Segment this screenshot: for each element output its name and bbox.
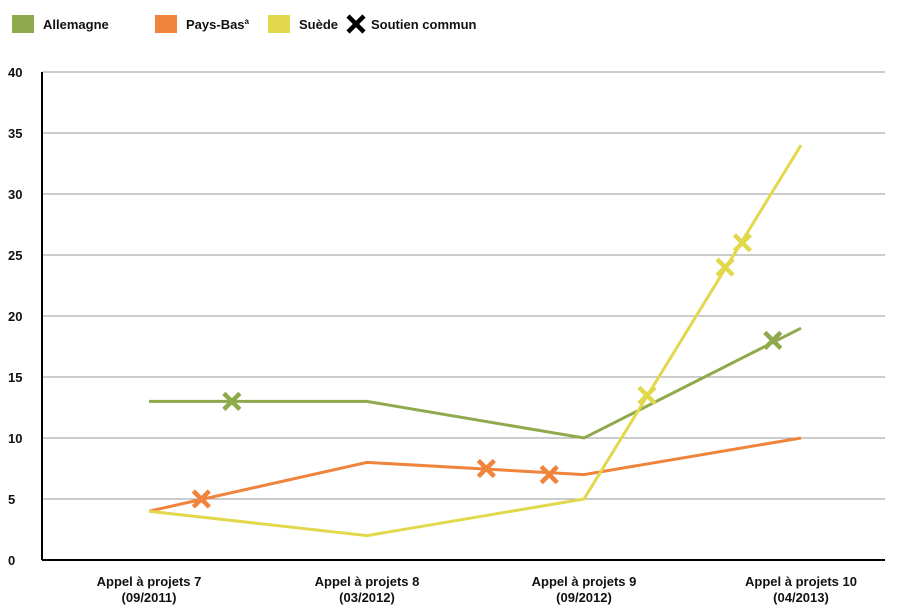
legend-label: Allemagne (43, 17, 109, 32)
y-tick-label: 15 (8, 370, 22, 385)
y-axis-ticks: 0 5 10 15 20 25 30 35 40 (8, 65, 22, 568)
legend-item-soutien-commun: Soutien commun (346, 14, 477, 34)
series-line-allemagne (149, 326, 802, 440)
legend-label: Soutien commun (371, 17, 477, 32)
marker-su-de (637, 385, 657, 405)
x-tick-label-line: (04/2013) (773, 590, 829, 605)
series-lines (148, 144, 803, 538)
legend-item-allemagne: Allemagne (12, 15, 109, 33)
x-tick-label: Appel à projets 7(09/2011) (97, 574, 202, 605)
x-tick-label: Appel à projets 8(03/2012) (315, 574, 420, 605)
x-tick-label-line: Appel à projets 10 (745, 574, 857, 589)
legend-cross-icon (346, 14, 366, 34)
x-tick-label-line: (09/2012) (556, 590, 612, 605)
marker-su-de (732, 233, 753, 253)
series-line-su-de (148, 144, 803, 538)
x-tick-label-line: (03/2012) (339, 590, 395, 605)
legend-label: Suède (299, 17, 338, 32)
marker-allemagne (763, 330, 783, 350)
y-tick-label: 20 (8, 309, 22, 324)
series-line-pays-bas (148, 436, 802, 513)
legend-item-su-de: Suède (268, 15, 338, 33)
y-tick-label: 35 (8, 126, 22, 141)
x-tick-label-line: Appel à projets 8 (315, 574, 420, 589)
y-tick-label: 10 (8, 431, 22, 446)
legend: Allemagne Pays-Basa Suède Soutien commun (12, 14, 477, 34)
x-axis-ticks: Appel à projets 7(09/2011)Appel à projet… (97, 574, 857, 605)
marker-pays-bas (191, 489, 211, 509)
marker-pays-bas (539, 465, 559, 485)
marker-pays-bas (476, 458, 496, 479)
x-tick-label-line: (09/2011) (122, 590, 177, 605)
marker-allemagne (222, 391, 242, 411)
legend-label: Pays-Basa (186, 17, 250, 32)
legend-swatch (268, 15, 290, 33)
axes (41, 72, 885, 561)
x-tick-label-line: Appel à projets 7 (97, 574, 202, 589)
x-tick-label-line: Appel à projets 9 (532, 574, 637, 589)
y-tick-label: 25 (8, 248, 22, 263)
joint-support-markers (191, 233, 783, 509)
y-tick-label: 30 (8, 187, 22, 202)
legend-item-pays-bas: Pays-Basa (155, 15, 250, 33)
marker-su-de (715, 257, 735, 277)
gridlines (42, 71, 885, 500)
x-tick-label: Appel à projets 9(09/2012) (532, 574, 637, 605)
y-tick-label: 0 (8, 553, 15, 568)
y-tick-label: 40 (8, 65, 22, 80)
legend-swatch (155, 15, 177, 33)
y-tick-label: 5 (8, 492, 15, 507)
legend-swatch (12, 15, 34, 33)
x-tick-label: Appel à projets 10(04/2013) (745, 574, 857, 605)
